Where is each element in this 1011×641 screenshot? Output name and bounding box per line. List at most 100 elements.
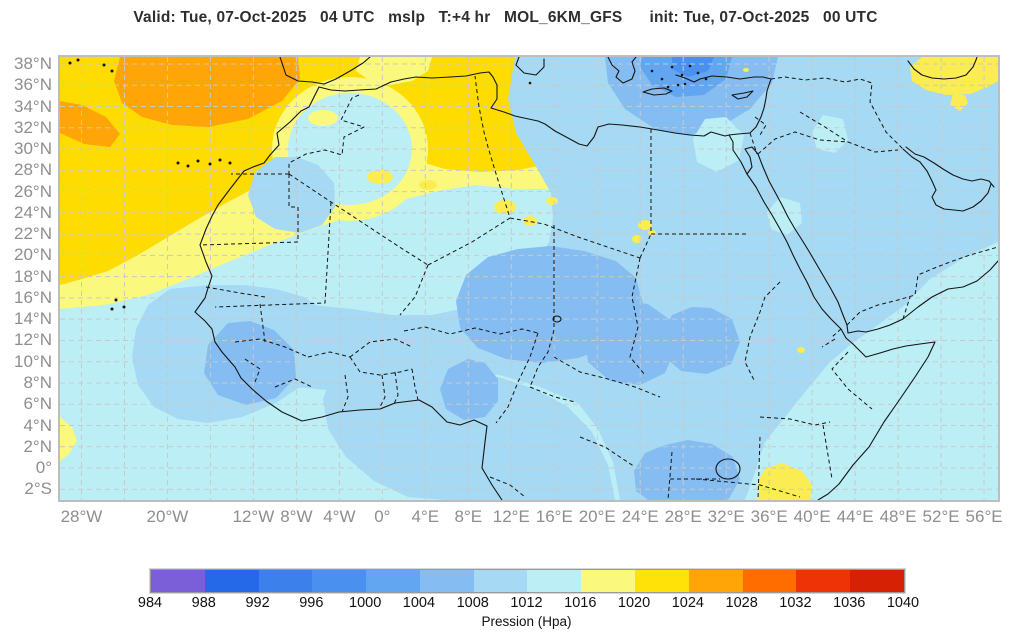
pressure-colorbar (149, 568, 906, 594)
colorbar-tick-label: 984 (137, 595, 163, 611)
colorbar-cell (419, 570, 474, 592)
colorbar-cell (258, 570, 313, 592)
border-horn-of-africa (744, 281, 873, 480)
lon-tick-label: 52°E (922, 507, 960, 526)
lon-tick-label: 40°E (793, 507, 831, 526)
lat-tick-label: 18°N (14, 266, 52, 286)
lon-tick-label: 36°E (750, 507, 788, 526)
border-west-africa (205, 286, 419, 413)
border-algeria-mali (288, 173, 429, 266)
coast-mediterranean (318, 71, 772, 147)
lat-tick-label: 8°N (23, 372, 52, 392)
fill-yellow-sudan-2 (632, 235, 642, 243)
lat-tick-label: 34°N (14, 96, 52, 116)
coast-lake-victoria (715, 458, 741, 480)
colorbar-tick-label: 1020 (617, 595, 651, 611)
colorbar-tick-label: 992 (245, 595, 270, 611)
border-libya-south (509, 217, 641, 259)
lat-tick-label: 20°N (14, 245, 52, 265)
graticule-gridlines (60, 57, 998, 500)
colorbar-cell (742, 570, 797, 592)
lon-tick-label: 4°W (323, 507, 356, 526)
lat-tick-label: 22°N (14, 224, 52, 244)
lat-tick-label: 14°N (14, 309, 52, 329)
lat-tick-label: 6°N (23, 394, 52, 414)
lon-tick-label: 28°W (60, 507, 103, 526)
fill-1012-levant-hole (693, 117, 744, 172)
border-algeria-libya-tunisia (427, 75, 511, 266)
fill-1016-west-lobe (60, 417, 77, 461)
colorbar-cell (473, 570, 528, 592)
border-levant-iraq-saudi (749, 111, 899, 155)
lon-tick-label: 12°E (492, 507, 530, 526)
country-borders (199, 75, 998, 500)
colorbar-cell (366, 570, 420, 592)
lat-tick-label: 38°N (14, 54, 52, 74)
lon-tick-label: 8°W (280, 507, 313, 526)
lat-tick-label: 16°N (14, 287, 52, 307)
coast-greece (607, 57, 637, 84)
colorbar-tick-label: 1024 (671, 595, 704, 611)
colorbar-tick-label: 1008 (456, 595, 489, 611)
coast-caspian (907, 57, 978, 80)
island-dots (68, 58, 708, 311)
coast-arabia-south (847, 260, 998, 334)
lat-tick-label: 30°N (14, 139, 52, 159)
colorbar-tick-label: 1012 (510, 595, 543, 611)
border-western-sahara (199, 173, 299, 246)
pressure-map-canvas (60, 57, 998, 500)
coast-cyprus (731, 90, 754, 100)
coastlines (194, 57, 998, 500)
lon-tick-label: 28°E (664, 507, 702, 526)
colorbar-cell (527, 570, 582, 592)
colorbar-tick-label: 988 (191, 595, 216, 611)
colorbar-cell (204, 570, 259, 592)
coast-sicily (515, 57, 545, 76)
colorbar-cell (581, 570, 636, 592)
border-djibouti (821, 328, 842, 348)
lat-tick-label: 2°N (23, 436, 52, 456)
fill-yellow-sudan-3 (648, 230, 656, 236)
colorbar-cell (151, 570, 205, 592)
lat-tick-label: 2°S (24, 479, 52, 499)
coast-sinai (728, 134, 759, 175)
colorbar-cell (688, 570, 743, 592)
fill-1004-sudan (584, 301, 676, 385)
colorbar-tick-label: 1000 (349, 595, 382, 611)
fill-yellow-algeria-1 (367, 170, 393, 184)
fill-1008-guinea-gulf (323, 357, 615, 500)
fill-yellow-anatolia (743, 68, 749, 72)
fill-1012-arabia-hole (834, 357, 898, 421)
border-turkey-iran-iraq (770, 76, 904, 150)
colorbar-cell (796, 570, 851, 592)
coast-west-africa (194, 86, 503, 500)
colorbar-tick-label: 1016 (564, 595, 597, 611)
lon-tick-label: 48°E (879, 507, 917, 526)
colorbar-tick-label: 1032 (779, 595, 812, 611)
border-east-africa (667, 436, 801, 500)
fill-1024-dot (153, 89, 175, 105)
border-mauritania-mali (214, 201, 332, 343)
fill-yellow-caspian (910, 57, 998, 95)
lon-tick-label: 4°E (411, 507, 440, 526)
colorbar-cell (312, 570, 367, 592)
coast-redsea-east (757, 153, 849, 334)
fill-yellow-ethiopia (797, 347, 805, 353)
lat-tick-label: 26°N (14, 181, 52, 201)
coast-somalia (817, 341, 936, 500)
fill-yellow-algeria-4 (523, 216, 537, 226)
fill-1008-algeria (248, 157, 335, 233)
border-saudi-yemen-oman (846, 246, 998, 326)
colorbar-caption: Pression (Hpa) (481, 614, 572, 629)
border-nigeria-cameroon (495, 332, 539, 424)
colorbar-tick-label: 996 (299, 595, 324, 611)
coast-persian-gulf-south (902, 148, 992, 212)
fill-yellow-algeria-3 (494, 200, 516, 214)
weather-map (58, 55, 1000, 502)
border-morocco-algeria (288, 94, 365, 174)
lat-tick-label: 36°N (14, 75, 52, 95)
colorbar-cell (850, 570, 904, 592)
fill-1016-morocco-island (308, 110, 338, 126)
lat-tick-label: 28°N (14, 160, 52, 180)
coast-lake-chad (552, 315, 562, 323)
